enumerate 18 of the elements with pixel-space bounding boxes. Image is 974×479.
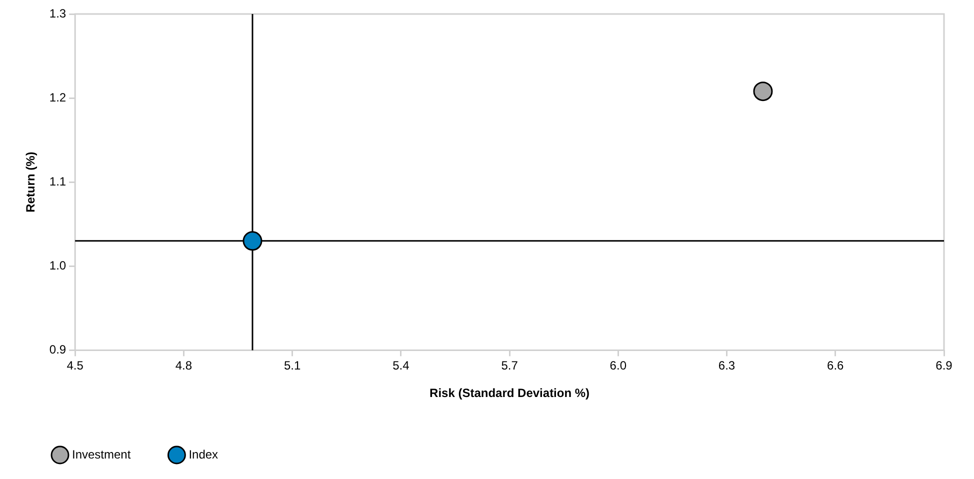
x-tick-label: 4.5: [66, 358, 84, 373]
x-tick-label: 6.9: [936, 358, 953, 373]
x-tick-label: 6.3: [718, 358, 736, 373]
y-tick-label: 1.1: [49, 174, 66, 188]
x-tick-label: 5.4: [392, 358, 410, 373]
x-tick-label: 4.8: [175, 358, 192, 373]
x-tick-label: 6.6: [827, 358, 844, 373]
y-tick-label: 1.0: [49, 258, 66, 272]
x-tick-label: 5.1: [284, 358, 301, 373]
legend-label: Index: [188, 447, 218, 462]
legend-label: Investment: [72, 447, 132, 462]
x-tick-label: 5.7: [501, 358, 518, 373]
y-axis-title: Return (%): [24, 152, 38, 212]
x-tick-label: 6.0: [610, 358, 627, 373]
x-axis-title: Risk (Standard Deviation %): [430, 386, 590, 400]
y-tick-label: 0.9: [49, 342, 66, 357]
y-tick-label: 1.3: [49, 6, 66, 20]
y-tick-label: 1.2: [49, 90, 66, 104]
